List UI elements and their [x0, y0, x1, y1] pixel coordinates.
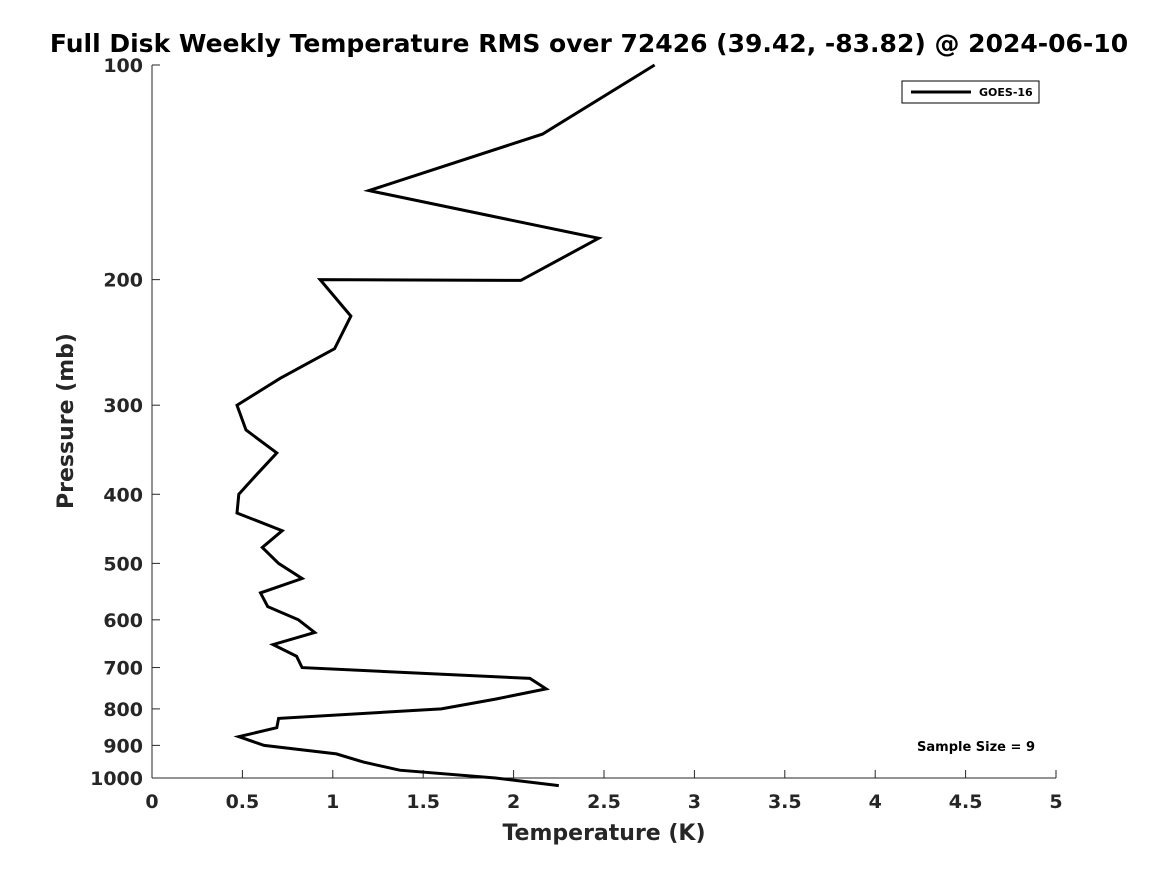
x-tick-label: 3 — [688, 791, 701, 813]
x-tick-label: 2 — [507, 791, 520, 813]
y-tick-label: 300 — [103, 395, 143, 417]
series-line — [233, 63, 656, 788]
legend-entry: GOES-16 — [979, 86, 1033, 99]
y-tick-label: 700 — [103, 658, 143, 680]
x-tick-label: 4 — [869, 791, 882, 813]
x-tick-label: 2.5 — [587, 791, 621, 813]
x-tick-label: 1.5 — [406, 791, 440, 813]
y-tick-label: 600 — [103, 610, 143, 632]
axes: 0 0.5 1 1.5 2 2.5 3 3.5 4 4.5 5 100 200 300 400 500 600 7… — [90, 55, 1063, 813]
x-tick-label: 5 — [1049, 791, 1062, 813]
y-tick-label: 800 — [103, 699, 143, 721]
y-tick-label: 500 — [103, 553, 143, 575]
y-axis-label: Pressure (mb) — [54, 333, 79, 509]
x-tick-label: 0.5 — [226, 791, 260, 813]
x-axis-label: Temperature (K) — [502, 821, 705, 846]
x-tick-label: 3.5 — [768, 791, 802, 813]
x-tick-label: 0 — [145, 791, 158, 813]
y-tick-label: 400 — [103, 484, 143, 506]
sample-size-annotation: Sample Size = 9 — [917, 740, 1035, 755]
series-layer — [233, 63, 656, 788]
legend: GOES-16 — [901, 80, 1040, 104]
y-tick-label: 200 — [103, 270, 143, 292]
x-tick-label: 4.5 — [949, 791, 983, 813]
y-tick-label: 100 — [103, 55, 143, 77]
y-tick-label: 1000 — [90, 768, 143, 790]
x-tick-label: 1 — [326, 791, 339, 813]
y-tick-label: 900 — [103, 735, 143, 757]
chart-title: Full Disk Weekly Temperature RMS over 72… — [50, 29, 1128, 58]
